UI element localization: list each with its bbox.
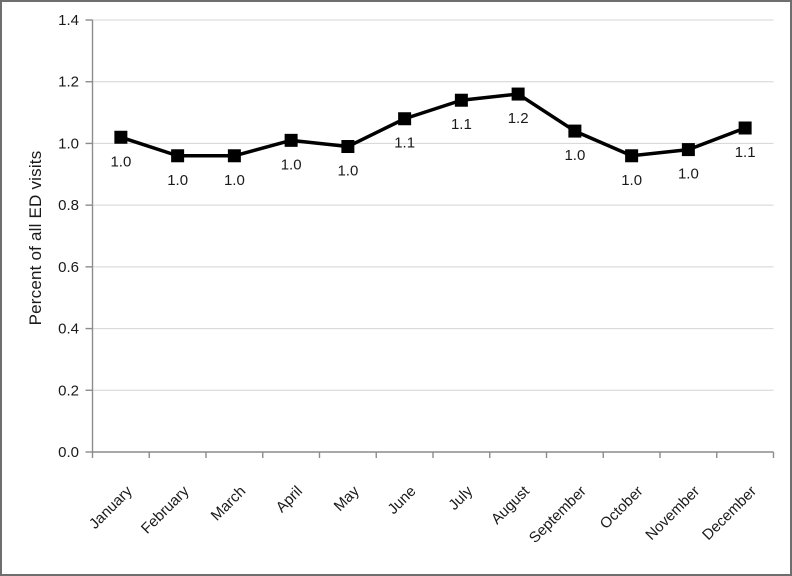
y-axis-title: Percent of all ED visits — [26, 150, 45, 326]
x-tick-label: February — [138, 482, 193, 537]
y-tick-label: 1.2 — [58, 74, 79, 91]
y-axis-tick-labels: 0.0 0.2 0.4 0.6 0.8 1.0 1.2 1.4 — [58, 12, 79, 461]
data-label: 1.0 — [678, 166, 699, 183]
data-point-marker — [625, 149, 639, 163]
x-tick-label: November — [642, 483, 703, 544]
data-point-marker — [398, 112, 412, 126]
y-tick-label: 0.6 — [58, 259, 79, 276]
data-label: 1.0 — [621, 172, 642, 189]
data-point-marker — [568, 124, 582, 138]
data-label: 1.1 — [451, 116, 472, 133]
data-point-marker — [341, 140, 355, 154]
x-tick-label: December — [699, 483, 760, 544]
x-tick-label: April — [273, 483, 306, 516]
data-label: 1.0 — [110, 153, 131, 170]
y-tick-label: 1.0 — [58, 135, 79, 152]
y-tick-label: 0.8 — [58, 197, 79, 214]
data-point-marker — [738, 121, 752, 135]
data-label: 1.0 — [281, 156, 302, 173]
series-line — [119, 92, 747, 158]
series-markers — [114, 87, 752, 163]
data-label: 1.0 — [224, 172, 245, 189]
x-tick-label: June — [384, 483, 419, 518]
data-label: 1.2 — [508, 110, 529, 127]
data-point-marker — [227, 149, 241, 163]
data-point-marker — [171, 149, 185, 163]
x-tick-label: May — [331, 482, 363, 514]
data-point-marker — [454, 93, 468, 107]
data-label: 1.0 — [167, 172, 188, 189]
y-tick-label: 0.4 — [58, 321, 79, 338]
x-tick-label: October — [597, 483, 647, 533]
y-tick-label: 0.2 — [58, 382, 79, 399]
data-label: 1.0 — [564, 147, 585, 164]
data-point-marker — [284, 133, 298, 147]
gridlines — [92, 19, 774, 391]
data-point-marker — [511, 87, 525, 101]
data-point-marker — [681, 143, 695, 157]
x-tick-label: January — [86, 482, 136, 532]
data-label: 1.0 — [337, 163, 358, 180]
data-label: 1.1 — [735, 144, 756, 161]
y-tick-label: 1.4 — [58, 12, 79, 29]
y-tick-label: 0.0 — [58, 444, 79, 461]
x-tick-label: July — [445, 482, 476, 513]
x-axis-tick-labels: January February March April May June July Augu… — [86, 482, 760, 546]
data-label: 1.1 — [394, 135, 415, 152]
data-point-marker — [114, 130, 128, 144]
axes — [85, 19, 775, 458]
x-tick-label: March — [208, 483, 249, 524]
x-tick-label: September — [526, 483, 590, 547]
x-tick-label: August — [488, 482, 534, 528]
data-labels: 1.0 1.0 1.0 1.0 1.0 1.1 1.1 1.2 1.0 1.0 1.0 1.1 — [110, 110, 755, 189]
